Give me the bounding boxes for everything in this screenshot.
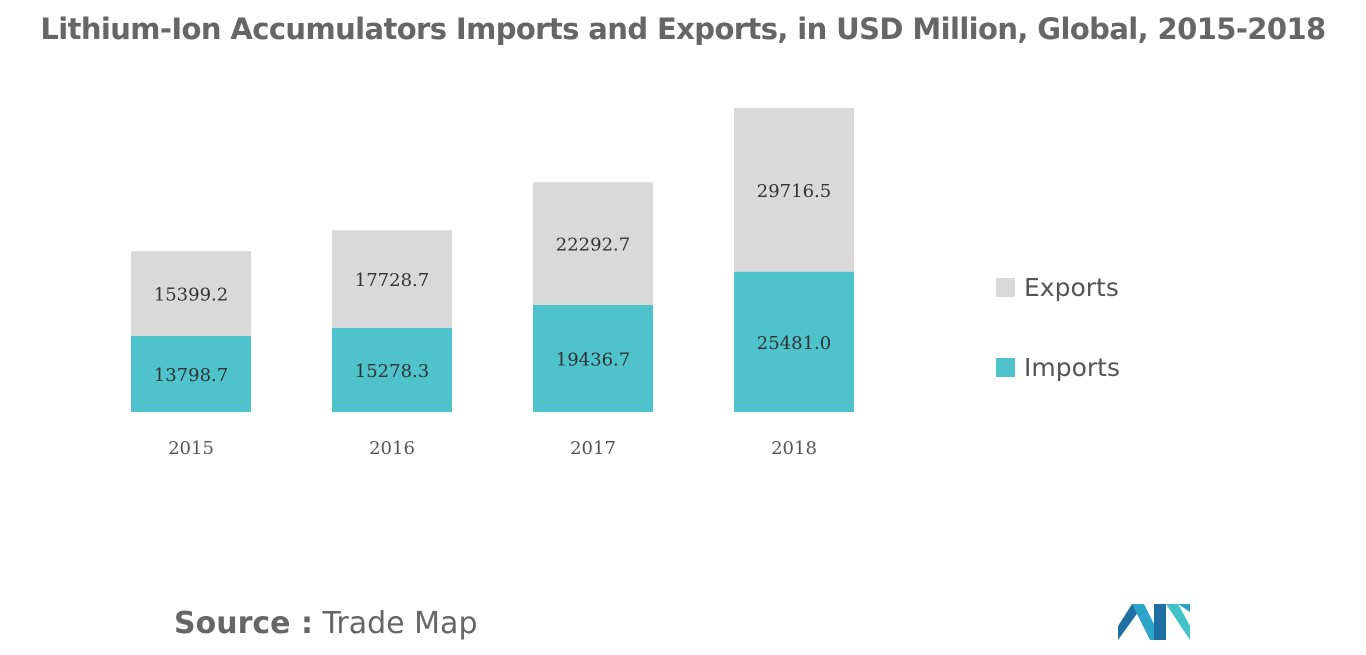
x-tick-label-2015: 2015 bbox=[168, 438, 214, 459]
bar-imports-2018 bbox=[734, 271, 854, 412]
data-label-exports-2018: 29716.5 bbox=[757, 181, 831, 202]
source-note: Source : Trade Map bbox=[174, 606, 477, 641]
data-label-imports-2015: 13798.7 bbox=[154, 365, 228, 386]
bar-exports-2018 bbox=[734, 108, 854, 272]
bar-exports-2015 bbox=[131, 251, 251, 337]
chart-title: Lithium-Ion Accumulators Imports and Exp… bbox=[40, 12, 1326, 46]
data-label-imports-2018: 25481.0 bbox=[757, 333, 831, 354]
legend-item-imports: Imports bbox=[996, 350, 1120, 384]
data-label-imports-2017: 19436.7 bbox=[556, 349, 630, 370]
legend-item-exports: Exports bbox=[996, 270, 1120, 304]
legend-swatch-exports bbox=[996, 277, 1015, 297]
data-label-exports-2017: 22292.7 bbox=[556, 235, 630, 256]
brand-logo-icon bbox=[1118, 604, 1190, 640]
bar-exports-2017 bbox=[533, 182, 653, 305]
bar-imports-2015 bbox=[131, 336, 251, 412]
data-label-exports-2015: 15399.2 bbox=[154, 285, 228, 306]
x-tick-label-2017: 2017 bbox=[570, 438, 616, 459]
data-label-exports-2016: 17728.7 bbox=[355, 270, 429, 291]
chart-legend: Exports Imports bbox=[996, 270, 1120, 430]
bar-imports-2017 bbox=[533, 304, 653, 412]
legend-swatch-imports bbox=[996, 357, 1015, 377]
source-label: Source : bbox=[174, 606, 313, 641]
bar-imports-2016 bbox=[332, 327, 452, 412]
source-value: Trade Map bbox=[322, 606, 478, 641]
data-label-imports-2016: 15278.3 bbox=[355, 361, 429, 382]
x-tick-label-2018: 2018 bbox=[771, 438, 817, 459]
legend-label-imports: Imports bbox=[1024, 352, 1120, 382]
bar-exports-2016 bbox=[332, 230, 452, 328]
x-tick-label-2016: 2016 bbox=[369, 438, 415, 459]
legend-label-exports: Exports bbox=[1024, 272, 1119, 302]
